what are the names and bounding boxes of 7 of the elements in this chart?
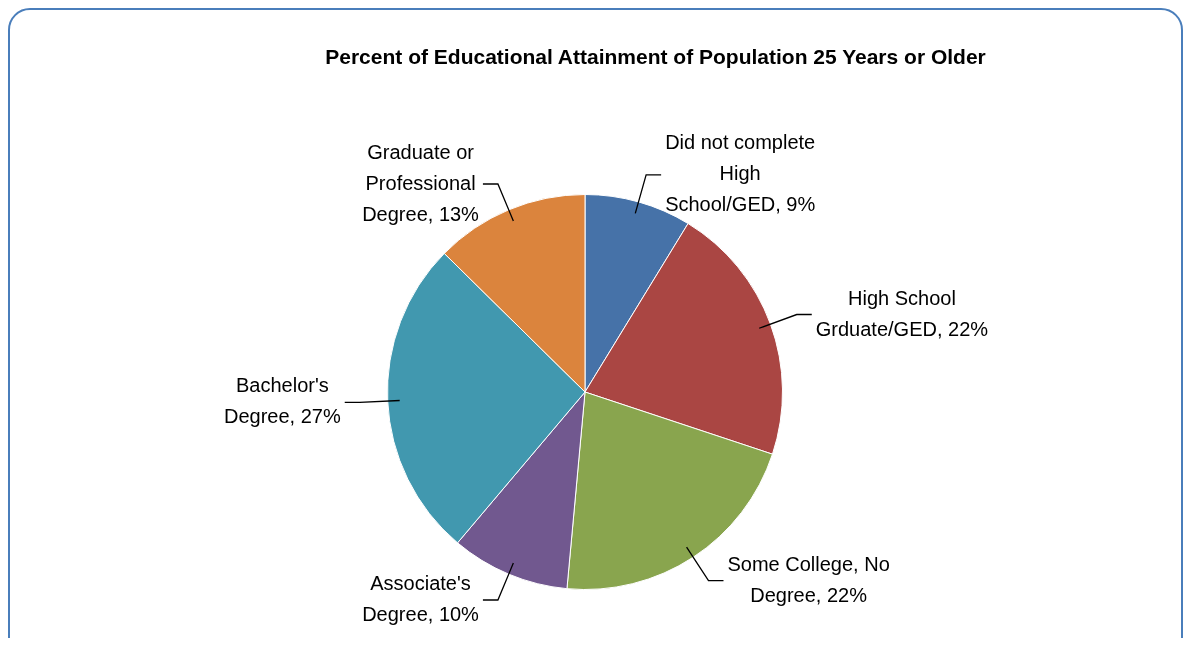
slice-label: Did not complete High School/GED, 9% bbox=[665, 131, 816, 216]
slice-label: Associate's Degree, 10% bbox=[362, 572, 480, 626]
slice-label: High School Grduate/GED, 22% bbox=[815, 286, 989, 340]
slice-label: Bachelor's Degree, 27% bbox=[223, 374, 341, 428]
slice-label: Graduate or Professional Degree, 13% bbox=[362, 140, 480, 225]
slice-label: Some College, No Degree, 22% bbox=[727, 552, 890, 606]
chart-title: Percent of Educational Attainment of Population 25 Years or Older bbox=[325, 44, 986, 68]
